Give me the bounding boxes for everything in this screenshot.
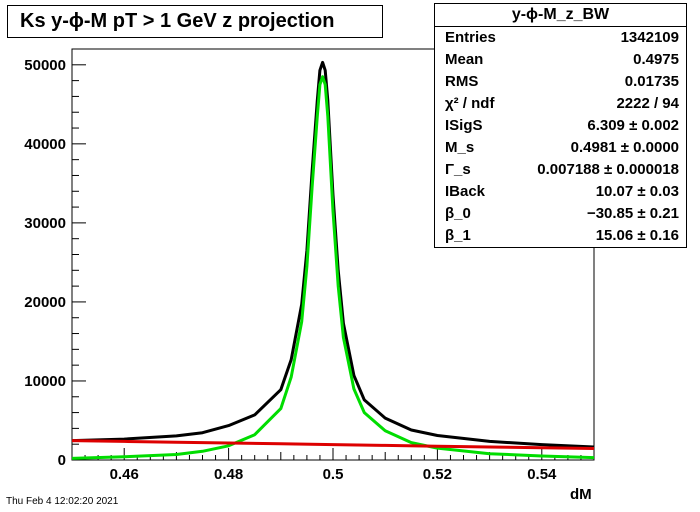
fit-background-curve — [71, 439, 595, 450]
stat-row: Γ_s 0.007188 ± 0.000018 — [435, 159, 686, 181]
y-tick-label: 20000 — [24, 294, 66, 311]
stat-value: 2222 / 94 — [616, 95, 679, 112]
stat-value: 0.01735 — [624, 73, 679, 90]
stat-label: χ² / ndf — [445, 95, 495, 112]
stat-label: IBack — [445, 183, 486, 200]
stat-label: β_1 — [445, 227, 471, 244]
stat-value: 0.4975 — [633, 51, 679, 68]
stat-row: IBack 10.07 ± 0.03 — [435, 181, 686, 203]
stat-label: β_0 — [445, 205, 471, 222]
stat-row: β_1 15.06 ± 0.16 — [435, 225, 686, 247]
stat-row: Mean 0.4975 — [435, 49, 686, 71]
y-tick-label: 30000 — [24, 215, 66, 232]
timestamp: Thu Feb 4 12:02:20 2021 — [6, 496, 119, 507]
stat-value: 15.06 ± 0.16 — [595, 227, 679, 244]
stat-row: β_0 −30.85 ± 0.21 — [435, 203, 686, 225]
y-tick-label: 50000 — [24, 57, 66, 74]
x-tick-label: 0.54 — [527, 466, 557, 483]
chart-curves — [71, 60, 595, 460]
stat-value: −30.85 ± 0.21 — [586, 205, 679, 222]
x-tick-label: 0.46 — [110, 466, 139, 483]
stat-value: 0.4981 ± 0.0000 — [570, 139, 679, 156]
stat-row: Entries 1342109 — [435, 27, 686, 49]
stat-value: 10.07 ± 0.03 — [595, 183, 679, 200]
stat-label: RMS — [445, 73, 479, 90]
y-tick-label: 0 — [58, 452, 66, 469]
y-tick-label: 10000 — [24, 373, 66, 390]
y-tick-label: 40000 — [24, 136, 66, 153]
chart-title: Ks y-ϕ-M pT > 1 GeV z projection — [7, 5, 383, 38]
stat-label: Γ_s — [445, 161, 471, 178]
stat-row: ISigS 6.309 ± 0.002 — [435, 115, 686, 137]
x-tick-label: 0.48 — [214, 466, 243, 483]
stat-row: RMS 0.01735 — [435, 71, 686, 93]
tick-labels: 0.46 0.48 0.5 0.52 0.54 0 10000 20000 30000 40000… — [24, 57, 557, 483]
stats-rows: Entries 1342109 Mean 0.4975 RMS 0.01735 χ² / n… — [435, 27, 686, 247]
stat-row: χ² / ndf 2222 / 94 — [435, 93, 686, 115]
stat-label: Entries — [445, 29, 496, 46]
stat-row: M_s 0.4981 ± 0.0000 — [435, 137, 686, 159]
x-axis-label: dM — [570, 486, 592, 503]
stat-value: 1342109 — [620, 29, 679, 46]
stats-box: y-ϕ-M_z_BW Entries 1342109 Mean 0.4975 RMS 0.… — [434, 3, 687, 248]
stat-label: M_s — [445, 139, 475, 156]
stats-name: y-ϕ-M_z_BW — [435, 4, 686, 27]
stat-label: Mean — [445, 51, 484, 68]
stat-value: 0.007188 ± 0.000018 — [537, 161, 679, 178]
x-tick-label: 0.52 — [423, 466, 452, 483]
fit-total-curve — [71, 60, 595, 449]
stat-label: ISigS — [445, 117, 483, 134]
x-tick-label: 0.5 — [323, 466, 344, 483]
stat-value: 6.309 ± 0.002 — [587, 117, 679, 134]
